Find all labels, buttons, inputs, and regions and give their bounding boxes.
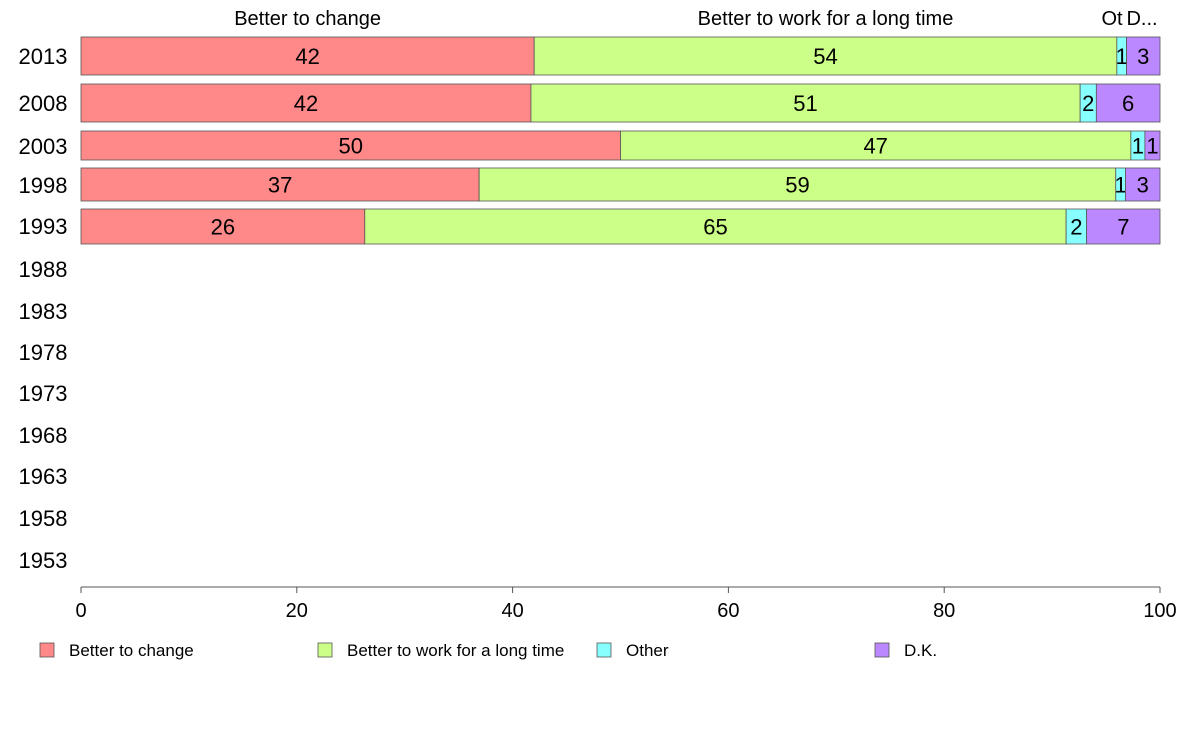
year-label: 1988 bbox=[19, 257, 68, 282]
x-tick-label: 20 bbox=[286, 600, 308, 622]
bar-value-label: 59 bbox=[785, 173, 809, 198]
x-tick-label: 0 bbox=[75, 600, 86, 622]
bar-value-label: 3 bbox=[1137, 173, 1149, 198]
bar-value-label: 7 bbox=[1117, 215, 1129, 240]
legend-item: Better to change bbox=[39, 641, 194, 660]
year-label: 1958 bbox=[19, 506, 68, 531]
segment-header-label: D... bbox=[1126, 8, 1157, 30]
bar-value-label: 1 bbox=[1116, 44, 1128, 69]
year-label: 2013 bbox=[19, 44, 68, 69]
bar-segment bbox=[364, 208, 1067, 245]
year-label: 1978 bbox=[19, 340, 68, 365]
legend-swatch bbox=[874, 642, 890, 658]
bar-value-label: 1 bbox=[1114, 173, 1126, 198]
legend: Better to change Better to work for a lon… bbox=[39, 641, 937, 660]
x-tick-label: 40 bbox=[501, 600, 523, 622]
year-axis-labels: 2013 2008 2003 1998 1993 1988 1983 1978 1973 1968… bbox=[19, 44, 68, 573]
legend-label: Better to change bbox=[69, 641, 194, 660]
year-label: 1993 bbox=[19, 214, 68, 239]
legend-item: Other bbox=[596, 641, 669, 660]
legend-swatch bbox=[596, 642, 612, 658]
year-label: 1973 bbox=[19, 381, 68, 406]
x-tick-label: 100 bbox=[1143, 600, 1176, 622]
bar-segment bbox=[1126, 36, 1161, 76]
bar-segment bbox=[1095, 83, 1161, 123]
bar-segment bbox=[1086, 208, 1161, 245]
bar-segment bbox=[1144, 130, 1161, 161]
bar-segment bbox=[530, 83, 1081, 123]
bar-value-label: 51 bbox=[793, 91, 817, 116]
legend-item: Better to work for a long time bbox=[317, 641, 564, 660]
bar-segment bbox=[80, 130, 621, 161]
bar-value-label: 2 bbox=[1070, 215, 1082, 240]
bar-segment bbox=[533, 36, 1118, 76]
bar-value-label: 2 bbox=[1082, 91, 1094, 116]
bar-segment bbox=[1125, 167, 1161, 202]
bar-value-label: 1 bbox=[1146, 134, 1158, 159]
bar-value-label: 47 bbox=[863, 134, 887, 159]
segment-header-label: Ot bbox=[1101, 8, 1123, 30]
bar-segment bbox=[80, 208, 366, 245]
bar-segment bbox=[80, 36, 535, 76]
year-label: 2008 bbox=[19, 91, 68, 116]
bar-segment bbox=[80, 167, 480, 202]
legend-label: D.K. bbox=[904, 641, 937, 660]
legend-item: D.K. bbox=[874, 641, 937, 660]
bar-value-label: 3 bbox=[1137, 44, 1149, 69]
bar-value-label: 54 bbox=[813, 44, 837, 69]
year-label: 1963 bbox=[19, 464, 68, 489]
segment-header-label: Better to work for a long time bbox=[698, 8, 954, 30]
year-label: 1998 bbox=[19, 173, 68, 198]
segment-header-labels: Better to change Better to work for a lon… bbox=[234, 8, 1157, 30]
bar-value-label: 42 bbox=[294, 91, 318, 116]
legend-swatch bbox=[39, 642, 55, 658]
bar-value-label: 42 bbox=[295, 44, 319, 69]
legend-label: Other bbox=[626, 641, 669, 660]
x-axis: 0 20 40 60 80 100 bbox=[75, 586, 1177, 622]
bar-value-label: 26 bbox=[211, 215, 235, 240]
bar-value-label: 6 bbox=[1122, 91, 1134, 116]
bar-segment bbox=[478, 167, 1117, 202]
year-label: 2003 bbox=[19, 134, 68, 159]
year-label: 1983 bbox=[19, 299, 68, 324]
legend-label: Better to work for a long time bbox=[347, 641, 564, 660]
bars-group: 42 54 1 342 51 2 650 47 1 137 59 1 326 65 2 7 bbox=[80, 36, 1161, 245]
legend-swatch bbox=[317, 642, 333, 658]
x-tick-label: 60 bbox=[717, 600, 739, 622]
year-label: 1953 bbox=[19, 548, 68, 573]
year-label: 1968 bbox=[19, 423, 68, 448]
bar-value-label: 37 bbox=[268, 173, 292, 198]
bar-segment bbox=[620, 130, 1132, 161]
segment-header-label: Better to change bbox=[234, 8, 381, 30]
x-tick-label: 80 bbox=[933, 600, 955, 622]
bar-value-label: 50 bbox=[339, 134, 363, 159]
bar-value-label: 1 bbox=[1132, 134, 1144, 159]
bar-value-label: 65 bbox=[703, 215, 727, 240]
